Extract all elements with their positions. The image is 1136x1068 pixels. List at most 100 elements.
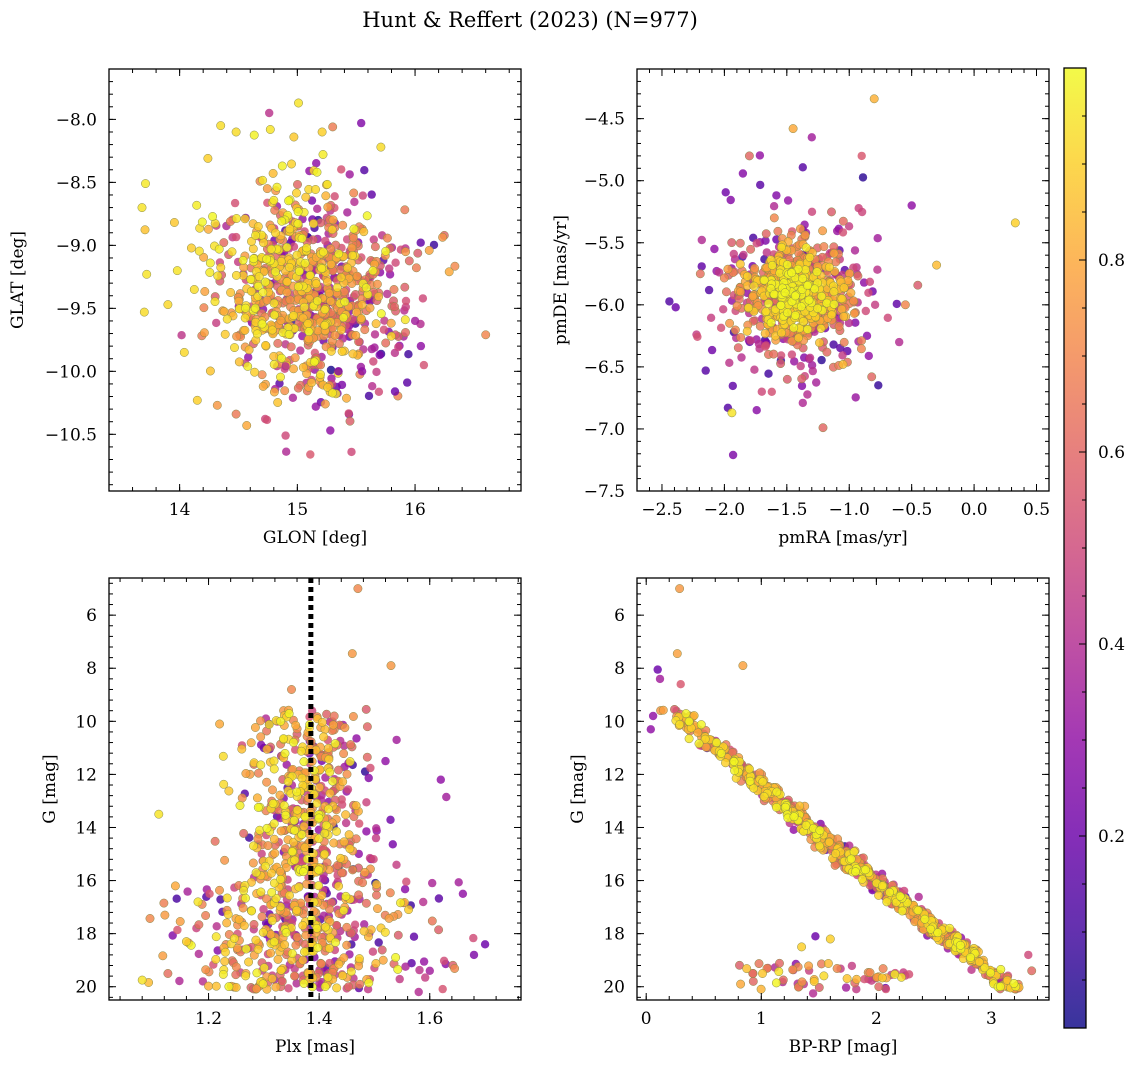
member-point-sky	[360, 166, 369, 175]
member-point-plx	[391, 953, 401, 962]
member-point-pm	[861, 306, 870, 316]
member-point-cmd	[852, 974, 862, 984]
member-point-plx	[163, 969, 173, 978]
member-point-plx	[270, 848, 280, 858]
member-point-plx	[256, 716, 265, 726]
member-point-plx	[334, 959, 344, 969]
member-point-sky	[326, 244, 335, 254]
member-point-plx	[284, 984, 293, 993]
member-point-pm	[795, 224, 805, 234]
panel-sky: 14 15 16 −10.5 −10.0 −9.5 −9.0 −8.5 −8.0 GLON [de…	[8, 68, 522, 548]
member-point-plx	[255, 825, 265, 835]
member-point-pm	[846, 288, 856, 298]
member-point-cmd	[759, 792, 769, 801]
member-point-pm	[739, 250, 748, 260]
member-point-pm	[732, 301, 742, 311]
member-point-sky	[296, 346, 305, 355]
ticks-sky	[108, 68, 521, 491]
member-point-plx	[269, 764, 279, 774]
member-point-pm	[849, 308, 859, 318]
member-point-sky	[277, 216, 287, 226]
member-point-sky	[243, 361, 253, 371]
member-point-plx	[439, 956, 449, 965]
member-point-plx	[361, 898, 371, 908]
member-point-pm	[728, 381, 737, 391]
member-point-plx	[301, 930, 311, 940]
member-point-sky	[323, 277, 332, 287]
member-point-cmd	[986, 968, 995, 978]
member-point-plx	[290, 971, 299, 981]
member-point-plx	[344, 830, 354, 840]
member-point-plx	[219, 779, 229, 789]
member-point-sky	[258, 175, 268, 185]
member-point-sky	[213, 271, 223, 281]
colorbar: 0.2 0.4 0.6 0.8	[1063, 67, 1125, 1029]
member-point-sky	[357, 118, 366, 128]
member-point-pm	[808, 366, 817, 376]
member-point-cmd	[681, 709, 691, 719]
ylabel-plx: G [mag]	[40, 754, 60, 823]
member-point-plx	[220, 947, 230, 957]
member-point-pm	[777, 242, 786, 252]
member-point-sky	[258, 287, 268, 297]
member-point-sky	[262, 184, 272, 194]
member-point-sky	[339, 313, 348, 323]
data-point-pm	[807, 133, 816, 142]
member-point-sky	[257, 319, 267, 329]
member-point-pm	[865, 277, 875, 286]
member-point-pm	[762, 248, 771, 257]
member-point-plx	[328, 720, 338, 730]
member-point-plx	[386, 815, 395, 824]
member-point-plx	[281, 928, 291, 938]
member-point-pm	[837, 294, 847, 304]
colorbar-tick-label: 0.6	[1098, 443, 1125, 463]
member-point-cmd	[772, 787, 782, 797]
member-point-pm	[783, 196, 793, 205]
member-point-sky	[330, 192, 339, 201]
member-point-pm	[769, 349, 779, 359]
member-point-plx	[263, 841, 273, 851]
member-point-pm	[727, 238, 737, 248]
member-point-pm	[735, 259, 745, 269]
data-point-sky	[347, 447, 356, 457]
axes-frame-sky	[108, 68, 522, 492]
data-point-pm	[869, 94, 879, 104]
member-point-pm	[742, 326, 752, 336]
data-point-plx	[469, 950, 479, 960]
member-point-plx	[216, 895, 225, 904]
member-point-plx	[364, 978, 374, 988]
member-point-plx	[338, 971, 348, 981]
xtick-label-pm: 0.5	[1023, 500, 1050, 520]
member-point-sky	[298, 362, 308, 372]
member-point-plx	[287, 847, 297, 857]
member-point-pm	[706, 313, 716, 322]
member-point-sky	[199, 303, 209, 313]
member-point-pm	[838, 216, 848, 226]
member-point-pm	[750, 263, 760, 273]
data-point-sky	[192, 395, 202, 405]
member-point-plx	[395, 974, 404, 984]
member-point-cmd	[772, 802, 781, 812]
member-point-sky	[273, 398, 283, 407]
member-point-plx	[220, 855, 230, 865]
member-point-plx	[256, 732, 266, 742]
member-point-sky	[241, 303, 250, 313]
data-point-sky	[281, 431, 290, 440]
member-point-plx	[415, 965, 424, 975]
member-point-sky	[347, 243, 357, 253]
member-point-sky	[327, 225, 337, 235]
member-point-sky	[330, 330, 340, 340]
member-point-pm	[787, 268, 797, 278]
member-point-plx	[450, 964, 460, 973]
member-point-plx	[260, 861, 270, 871]
member-point-plx	[380, 927, 390, 937]
member-point-sky	[262, 254, 272, 264]
member-point-cmd	[966, 953, 975, 962]
data-point-sky	[137, 203, 147, 213]
member-point-plx	[258, 979, 268, 989]
member-point-sky	[374, 292, 384, 302]
member-point-cmd	[895, 891, 905, 901]
data-point-sky	[203, 153, 213, 163]
member-point-sky	[288, 393, 298, 402]
member-point-sky	[249, 254, 259, 264]
